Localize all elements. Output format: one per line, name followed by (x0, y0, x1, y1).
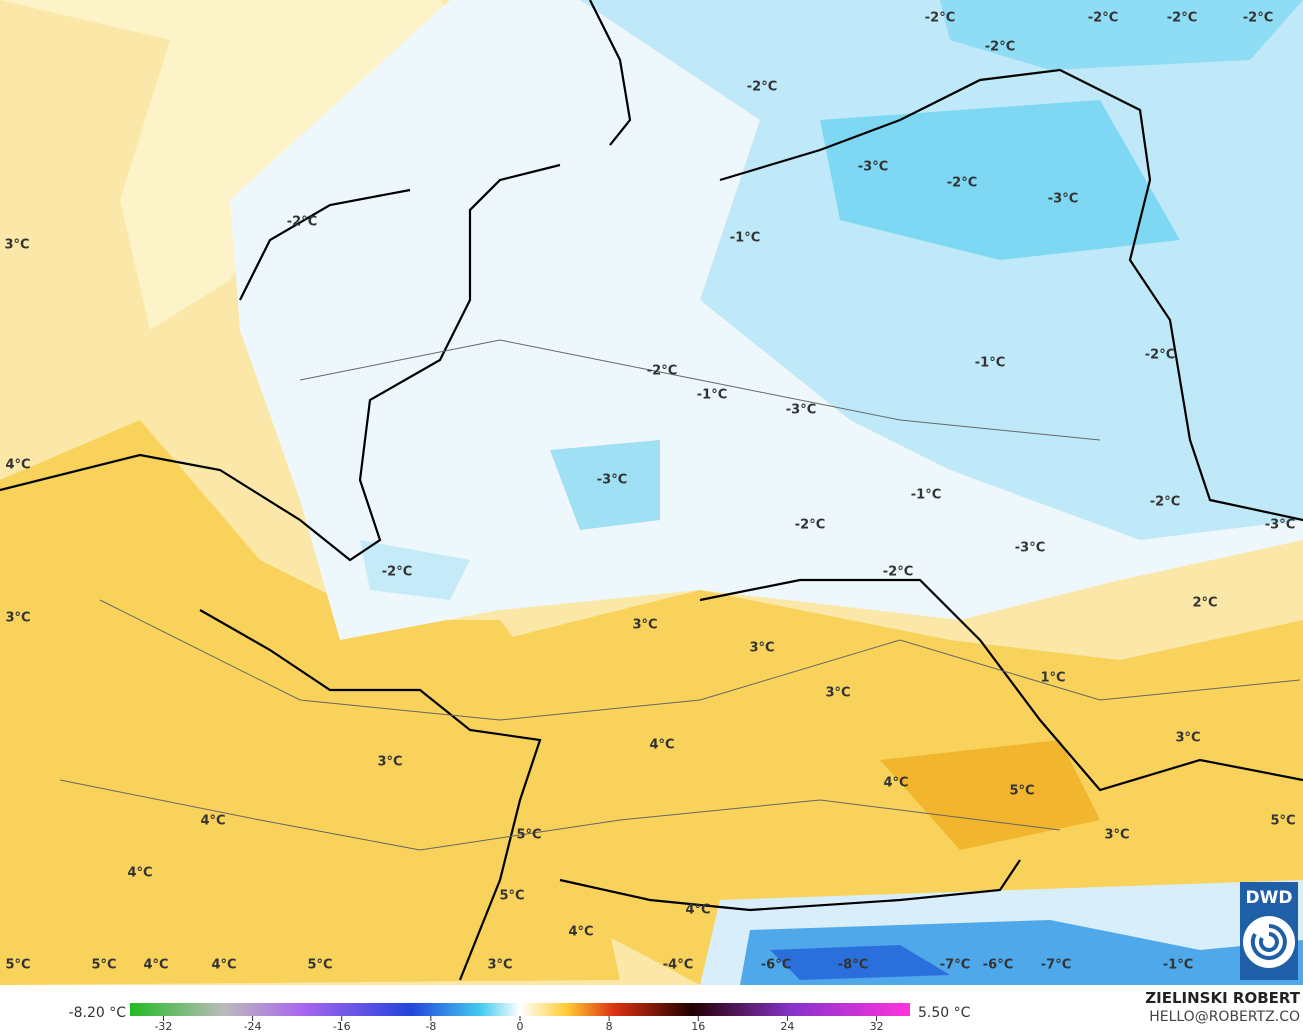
temp-label: 5°C (1270, 814, 1295, 829)
temp-label: 5°C (516, 828, 541, 843)
credit-name: ZIELINSKI ROBERT (1145, 989, 1300, 1007)
colorbar-tick-label: 32 (870, 1020, 884, 1033)
temperature-labels: -2°C -2°C -2°C -2°C -2°C -2°C -2°C -3°C -2°C -3°C… (4, 11, 1295, 973)
temp-label: -6°C (761, 958, 791, 973)
borders (0, 0, 1303, 981)
colorbar-ticks: -32 -24 -16 -8 0 8 16 24 32 (154, 1016, 884, 1033)
temp-label: 5°C (5, 958, 30, 973)
temp-label: 5°C (307, 958, 332, 973)
temp-label: 3°C (632, 618, 657, 633)
temp-label: 4°C (649, 738, 674, 753)
temp-label: -3°C (597, 473, 627, 488)
temp-label: -6°C (983, 958, 1013, 973)
colorbar-tick-label: -32 (154, 1020, 172, 1033)
temp-label: 3°C (377, 755, 402, 770)
temp-label: -2°C (747, 80, 777, 95)
temp-label: -3°C (786, 403, 816, 418)
temp-label: 5°C (1009, 784, 1034, 799)
temp-label: -2°C (985, 40, 1015, 55)
colorbar-tick-label: 24 (780, 1020, 794, 1033)
temp-label: 4°C (211, 958, 236, 973)
temp-label: -1°C (975, 356, 1005, 371)
temp-label: 3°C (1175, 731, 1200, 746)
temp-label: -2°C (925, 11, 955, 26)
temp-label: -4°C (663, 958, 693, 973)
colorbar-tick-label: -8 (425, 1020, 436, 1033)
temp-label: 3°C (4, 238, 29, 253)
logo-swirl (1250, 924, 1287, 960)
temp-label: 3°C (487, 958, 512, 973)
temp-label: 5°C (499, 889, 524, 904)
temp-label: -2°C (1243, 11, 1273, 26)
colorbar-tick-label: 8 (606, 1020, 613, 1033)
temp-label: 3°C (1104, 828, 1129, 843)
temp-label: -3°C (1015, 541, 1045, 556)
temp-label: -2°C (287, 215, 317, 230)
colorbar-tick-label: -16 (333, 1020, 351, 1033)
temp-label: -3°C (858, 160, 888, 175)
temp-label: 4°C (568, 925, 593, 940)
temp-label: -2°C (1167, 11, 1197, 26)
temp-label: -2°C (1150, 495, 1180, 510)
dwd-logo: DWD (1240, 882, 1298, 980)
temp-label: 4°C (127, 866, 152, 881)
temp-label: 4°C (883, 776, 908, 791)
temp-label: -1°C (1163, 958, 1193, 973)
temp-label: -2°C (883, 565, 913, 580)
temp-label: -2°C (1145, 348, 1175, 363)
logo-disc (1243, 916, 1295, 968)
temp-label: 4°C (5, 458, 30, 473)
map-fields (0, 0, 1303, 985)
temp-label: -2°C (1088, 11, 1118, 26)
temp-label: -8°C (838, 958, 868, 973)
temp-label: 4°C (685, 903, 710, 918)
temp-label: -1°C (911, 488, 941, 503)
temp-label: -3°C (1265, 518, 1295, 533)
temp-label: -2°C (947, 176, 977, 191)
temp-label: -2°C (647, 364, 677, 379)
temp-label: -3°C (1048, 192, 1078, 207)
colorbar-tick-label: 0 (517, 1020, 524, 1033)
temp-label: -1°C (697, 388, 727, 403)
colorbar (130, 1003, 910, 1016)
temp-label: -2°C (795, 518, 825, 533)
colorbar-tick-label: -24 (244, 1020, 262, 1033)
temp-label: 3°C (5, 611, 30, 626)
temp-label: 3°C (749, 641, 774, 656)
logo-text: DWD (1246, 888, 1293, 908)
temp-label: 4°C (200, 814, 225, 829)
temp-label: 2°C (1192, 596, 1217, 611)
temp-label: 4°C (143, 958, 168, 973)
colorbar-tick-label: 16 (691, 1020, 705, 1033)
temp-label: -1°C (730, 231, 760, 246)
min-label: -8.20 °C (69, 1005, 127, 1021)
credit-contact: HELLO@ROBERTZ.CO (1149, 1009, 1300, 1025)
temp-label: -7°C (1041, 958, 1071, 973)
temp-label: 3°C (825, 686, 850, 701)
max-label: 5.50 °C (918, 1005, 971, 1021)
temp-label: 5°C (91, 958, 116, 973)
temp-label: -7°C (940, 958, 970, 973)
temp-label: -2°C (382, 565, 412, 580)
temp-label: 1°C (1040, 671, 1065, 686)
